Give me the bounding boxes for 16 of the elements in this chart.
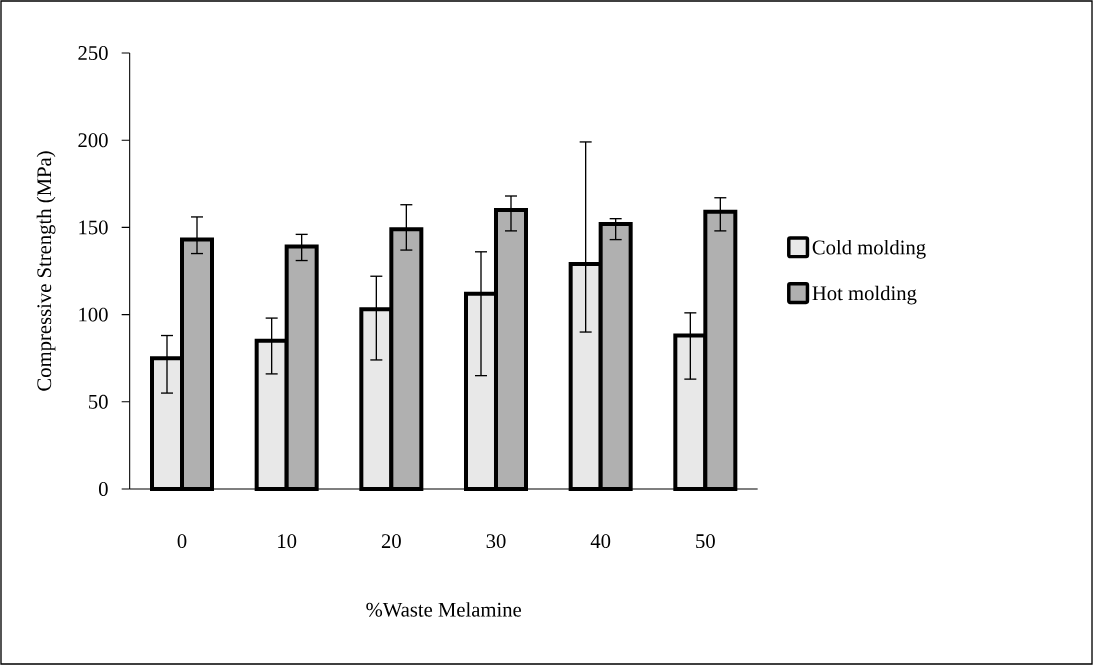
y-tick-label: 200: [78, 133, 108, 148]
y-tick-label: 50: [89, 394, 108, 409]
y-axis-title: Compressive Strength (MPa): [36, 151, 56, 391]
x-tick-label: 30: [486, 534, 506, 549]
x-tick-label: 10: [278, 534, 297, 549]
legend-label: Cold molding: [812, 239, 926, 259]
y-tick-label: 250: [78, 46, 108, 60]
x-tick-label: 50: [696, 534, 715, 549]
y-tick-label: 100: [79, 307, 108, 322]
x-tick-label: 40: [590, 534, 611, 549]
legend-label: Hot molding: [812, 285, 917, 305]
x-tick-label: 20: [381, 534, 401, 549]
y-tick-label: 0: [98, 482, 108, 496]
x-tick-label: 0: [177, 534, 187, 549]
y-tick-label: 150: [79, 220, 108, 235]
x-axis-title: %Waste Melamine: [366, 602, 522, 617]
